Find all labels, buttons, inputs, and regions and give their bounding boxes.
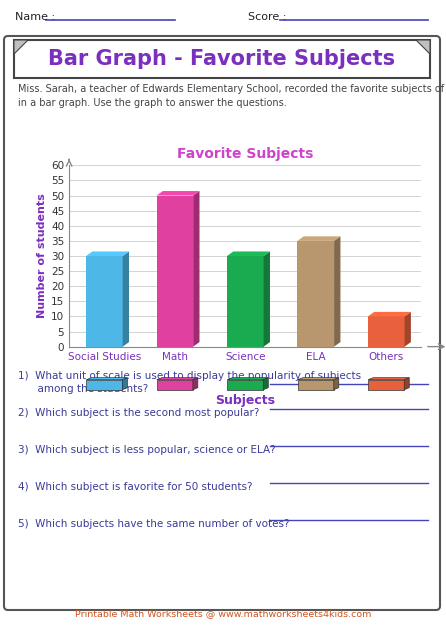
Polygon shape [193,191,199,347]
Polygon shape [404,378,409,390]
Polygon shape [334,237,340,347]
Polygon shape [86,251,129,256]
FancyBboxPatch shape [4,36,440,610]
Polygon shape [368,380,404,390]
Text: Subjects: Subjects [215,394,275,407]
Text: 2)  Which subject is the second most popular?: 2) Which subject is the second most popu… [18,408,260,418]
FancyBboxPatch shape [14,40,430,78]
Polygon shape [14,40,28,54]
Bar [157,196,193,347]
Polygon shape [263,378,268,390]
Text: 4)  Which subject is favorite for 50 students?: 4) Which subject is favorite for 50 stud… [18,482,252,492]
Polygon shape [368,378,409,380]
Polygon shape [227,251,270,256]
Polygon shape [227,378,268,380]
Text: 1)  What unit of scale is used to display the popularity of subjects
      among: 1) What unit of scale is used to display… [18,371,361,394]
Bar [297,241,334,347]
Text: Score :: Score : [248,12,286,22]
Title: Favorite Subjects: Favorite Subjects [177,148,314,162]
Polygon shape [264,251,270,347]
Polygon shape [87,378,128,380]
Bar [368,317,405,347]
Text: Printable Math Worksheets @ www.mathworksheets4kids.com: Printable Math Worksheets @ www.mathwork… [75,609,371,618]
Bar [86,256,123,347]
Polygon shape [416,40,430,54]
Polygon shape [297,237,340,241]
Text: Miss. Sarah, a teacher of Edwards Elementary School, recorded the favorite subje: Miss. Sarah, a teacher of Edwards Elemen… [18,84,446,108]
Bar [227,256,264,347]
Polygon shape [122,378,128,390]
Y-axis label: Number of students: Number of students [37,193,47,319]
Polygon shape [227,380,263,390]
Polygon shape [298,378,339,380]
Polygon shape [334,378,339,390]
Text: 5)  Which subjects have the same number of votes?: 5) Which subjects have the same number o… [18,519,289,529]
Polygon shape [87,380,122,390]
Polygon shape [157,378,198,380]
Text: Name :: Name : [15,12,55,22]
Polygon shape [193,378,198,390]
Text: Bar Graph - Favorite Subjects: Bar Graph - Favorite Subjects [49,49,396,69]
Polygon shape [368,312,411,317]
Polygon shape [123,251,129,347]
Polygon shape [157,191,199,196]
Polygon shape [405,312,411,347]
Text: 3)  Which subject is less popular, science or ELA?: 3) Which subject is less popular, scienc… [18,445,276,455]
Polygon shape [157,380,193,390]
Polygon shape [298,380,334,390]
